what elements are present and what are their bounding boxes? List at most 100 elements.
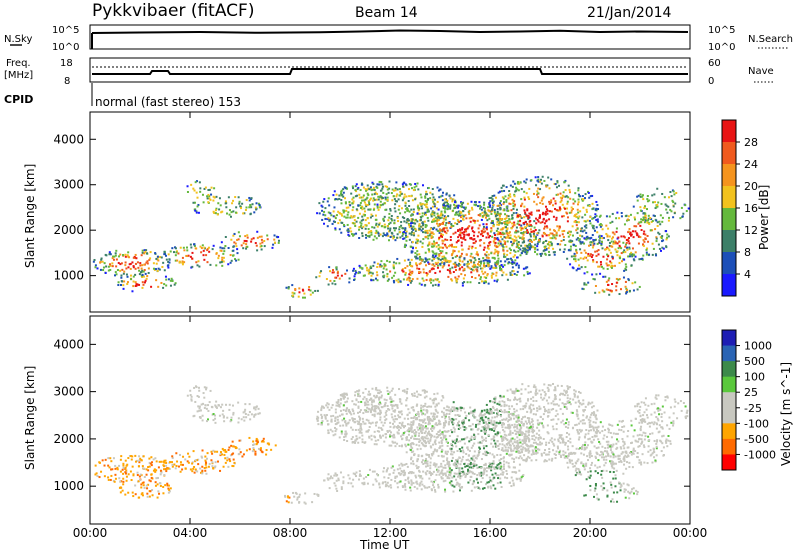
power-cell <box>518 214 521 217</box>
power-cell <box>537 196 540 199</box>
power-cell <box>433 243 436 246</box>
power-cell <box>563 206 566 209</box>
power-cell <box>515 189 518 192</box>
power-cell <box>246 245 249 248</box>
power-cell <box>321 218 324 221</box>
velocity-cell <box>442 455 445 458</box>
velocity-cell <box>525 449 528 452</box>
power-cell <box>457 264 460 267</box>
power-cell <box>418 258 421 261</box>
velocity-cell <box>344 421 347 424</box>
power-cell <box>432 196 435 199</box>
power-cell <box>561 194 564 197</box>
power-cell <box>102 266 105 269</box>
power-cell <box>181 260 184 263</box>
power-cell <box>564 195 567 198</box>
power-cell <box>523 274 526 277</box>
velocity-cell <box>340 486 343 489</box>
power-cell <box>536 242 539 245</box>
velocity-cell <box>141 492 144 495</box>
velocity-cell <box>447 422 450 425</box>
power-cell <box>586 271 589 274</box>
power-cell <box>412 210 415 213</box>
velocity-cell <box>335 404 338 407</box>
power-cell <box>455 211 458 214</box>
power-cell <box>104 272 107 275</box>
power-cell <box>132 265 135 268</box>
power-cell <box>614 241 617 244</box>
power-cell <box>99 261 102 264</box>
power-cell <box>424 235 427 238</box>
power-cell <box>389 236 392 239</box>
velocity-cell <box>449 419 452 422</box>
velocity-cell <box>334 411 337 414</box>
velocity-cell <box>146 495 149 498</box>
power-cell <box>617 247 620 250</box>
velocity-cell <box>410 451 413 454</box>
power-cell <box>566 232 569 235</box>
power-cell <box>326 225 329 228</box>
power-cell <box>351 209 354 212</box>
power-cell <box>494 212 497 215</box>
velocity-cell <box>182 455 185 458</box>
power-cell <box>516 242 519 245</box>
velocity-cell <box>439 423 442 426</box>
power-cell <box>367 227 370 230</box>
power-cell <box>596 242 599 245</box>
power-cell <box>418 227 421 230</box>
power-cell <box>425 259 428 262</box>
power-cell <box>371 181 374 184</box>
velocity-cell <box>456 424 459 427</box>
power-cell <box>473 201 476 204</box>
velocity-cell <box>420 419 423 422</box>
power-cell <box>318 212 321 215</box>
power-cell <box>336 198 339 201</box>
power-cell <box>196 264 199 267</box>
velocity-cell <box>519 441 522 444</box>
power-cell <box>203 246 206 249</box>
power-cell <box>505 231 508 234</box>
power-cell <box>229 254 232 257</box>
velocity-cell <box>239 451 242 454</box>
power-cell <box>394 200 397 203</box>
velocity-cell <box>511 412 514 415</box>
power-cell <box>287 287 290 290</box>
velocity-cell <box>296 498 299 501</box>
power-cell <box>452 271 455 274</box>
power-cell <box>526 251 529 254</box>
power-cell <box>419 262 422 265</box>
power-cell <box>627 215 630 218</box>
power-cell <box>478 258 481 261</box>
velocity-cell <box>432 402 435 405</box>
power-cell <box>512 270 515 273</box>
power-cell <box>440 229 443 232</box>
velocity-cell <box>353 394 356 397</box>
power-cell <box>667 196 670 199</box>
power-cell <box>417 206 420 209</box>
velocity-cell <box>341 413 344 416</box>
power-cell <box>452 249 455 252</box>
power-cell <box>372 208 375 211</box>
power-cell <box>594 216 597 219</box>
power-cell <box>583 220 586 223</box>
power-cell <box>365 266 368 269</box>
velocity-cell <box>448 468 451 471</box>
power-cell <box>502 197 505 200</box>
velocity-cell <box>400 423 403 426</box>
velocity-cell <box>429 445 432 448</box>
power-cell <box>616 254 619 257</box>
power-cell <box>223 247 226 250</box>
power-cell <box>392 227 395 230</box>
power-cell <box>550 210 553 213</box>
power-cell <box>518 223 521 226</box>
velocity-cell <box>486 451 489 454</box>
power-cell <box>357 204 360 207</box>
power-cell <box>568 188 571 191</box>
power-cell <box>546 209 549 212</box>
velocity-cell <box>394 403 397 406</box>
power-cell <box>610 264 613 267</box>
power-cell <box>432 245 435 248</box>
velocity-cell <box>426 405 429 408</box>
power-cell <box>443 255 446 258</box>
power-cell <box>515 273 518 276</box>
